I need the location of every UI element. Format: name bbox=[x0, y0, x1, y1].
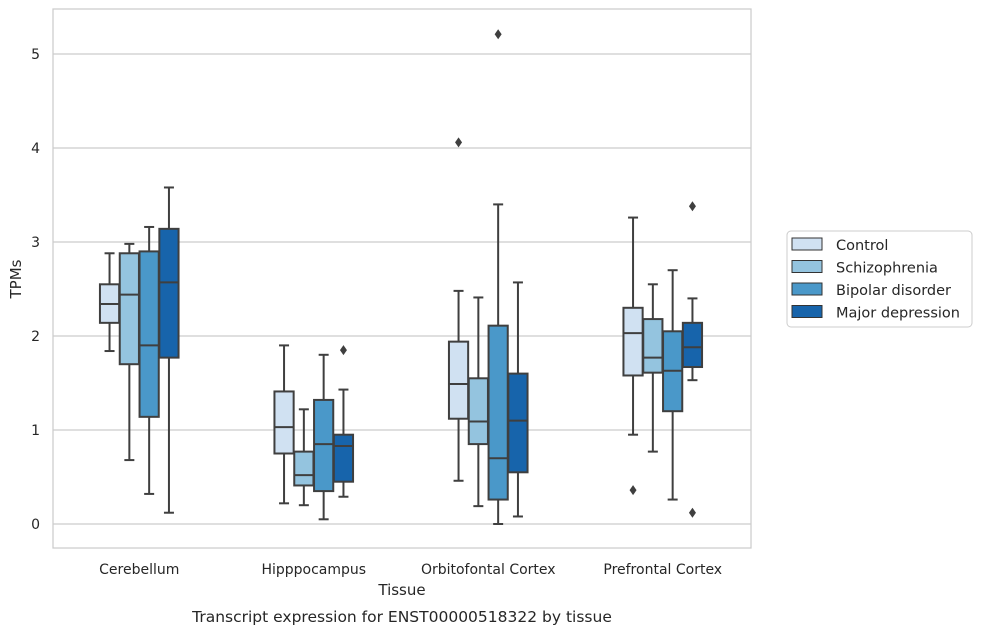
legend-swatch bbox=[791, 237, 823, 251]
x-tick-label: Orbitofontal Cortex bbox=[421, 562, 556, 578]
outlier-point bbox=[455, 137, 463, 148]
box-body bbox=[313, 398, 335, 493]
legend-swatch bbox=[791, 260, 823, 273]
box-0-0 bbox=[98, 252, 121, 353]
x-tick-label: Prefrontal Cortex bbox=[603, 562, 722, 578]
outlier-point bbox=[688, 507, 696, 518]
box-body bbox=[447, 340, 470, 420]
outlier-point bbox=[494, 29, 502, 40]
box-2-1 bbox=[467, 296, 489, 508]
boxes bbox=[98, 29, 704, 525]
y-axis-ticks: 0 1 2 3 4 5 bbox=[31, 47, 40, 533]
legend-frame bbox=[786, 230, 973, 328]
y-tick-label: 1 bbox=[31, 423, 40, 439]
box-body bbox=[273, 390, 295, 455]
box-2-2 bbox=[487, 29, 509, 525]
box-body bbox=[642, 318, 664, 374]
box-2-0 bbox=[447, 137, 470, 482]
legend: Control Schizophrenia Bipolar disorder Majo… bbox=[786, 230, 973, 328]
y-tick-label: 3 bbox=[31, 235, 40, 251]
x-tick-label: Cerebellum bbox=[99, 562, 179, 578]
legend-swatch bbox=[791, 282, 823, 296]
box-1-0 bbox=[273, 344, 295, 505]
box-0-3 bbox=[158, 186, 180, 514]
box-body bbox=[507, 372, 529, 474]
legend-swatch bbox=[791, 305, 823, 318]
plot-frame bbox=[52, 8, 752, 549]
box-1-2 bbox=[313, 353, 335, 521]
x-axis-label: Tissue bbox=[377, 581, 425, 599]
outlier-point bbox=[688, 201, 696, 212]
box-3-0 bbox=[622, 216, 644, 496]
box-1-1 bbox=[293, 408, 315, 507]
legend-label: Bipolar disorder bbox=[836, 283, 951, 299]
legend-label: Major depression bbox=[836, 306, 960, 322]
legend-label: Control bbox=[836, 238, 888, 254]
box-body bbox=[622, 306, 644, 377]
box-3-3 bbox=[681, 201, 704, 518]
box-body bbox=[332, 433, 355, 483]
box-1-3 bbox=[332, 345, 355, 498]
y-tick-label: 5 bbox=[31, 47, 40, 63]
box-body bbox=[293, 450, 315, 487]
y-axis-label: TPMs bbox=[7, 259, 25, 299]
box-body bbox=[118, 252, 140, 366]
legend-label: Schizophrenia bbox=[836, 261, 938, 277]
box-2-3 bbox=[507, 281, 529, 518]
x-axis-ticks: Cerebellum Hipppocampus Orbitofontal Corte… bbox=[99, 562, 722, 578]
box-3-1 bbox=[642, 283, 664, 453]
box-3-2 bbox=[662, 269, 684, 501]
box-0-2 bbox=[138, 225, 160, 495]
box-body bbox=[138, 250, 160, 418]
outlier-point bbox=[629, 485, 637, 496]
outlier-point bbox=[339, 345, 347, 356]
y-tick-label: 0 bbox=[31, 517, 40, 533]
box-0-1 bbox=[118, 242, 140, 462]
chart-caption: Transcript expression for ENST0000051832… bbox=[191, 608, 612, 626]
y-tick-label: 2 bbox=[31, 329, 40, 345]
y-tick-label: 4 bbox=[31, 141, 40, 157]
x-tick-label: Hipppocampus bbox=[261, 562, 366, 578]
box-body bbox=[487, 324, 509, 501]
box-body bbox=[467, 377, 489, 446]
box-body bbox=[158, 227, 180, 359]
box-body bbox=[681, 321, 704, 369]
